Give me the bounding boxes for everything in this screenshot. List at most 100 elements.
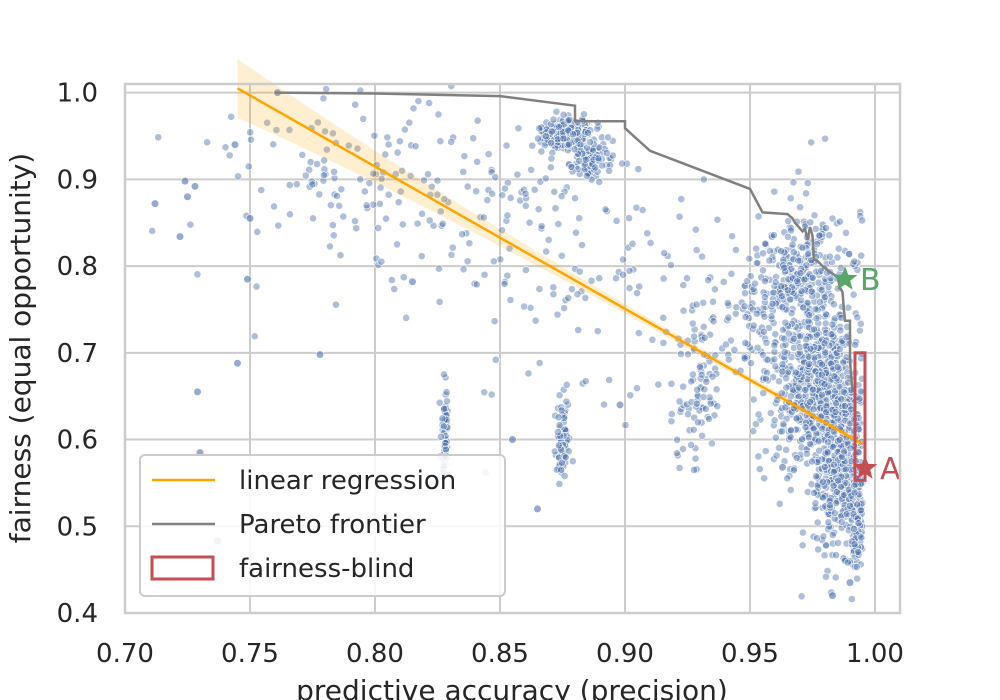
- scatter-point: [799, 528, 807, 537]
- scatter-point: [562, 397, 571, 406]
- scatter-point: [700, 333, 709, 342]
- scatter-point: [612, 216, 621, 225]
- scatter-point: [409, 104, 418, 113]
- scatter-point: [813, 376, 822, 385]
- scatter-point: [443, 397, 451, 406]
- scatter-point: [395, 137, 404, 146]
- scatter-point: [809, 424, 818, 433]
- scatter-point: [793, 277, 802, 286]
- scatter-point: [813, 481, 822, 490]
- scatter-point: [230, 140, 240, 149]
- scatter-point: [332, 192, 341, 201]
- scatter-point: [762, 338, 771, 347]
- scatter-point: [605, 376, 614, 384]
- scatter-point: [458, 230, 467, 239]
- scatter-point: [520, 302, 528, 311]
- scatter-point: [853, 313, 862, 322]
- scatter-point: [405, 118, 414, 127]
- scatter-point: [598, 133, 606, 142]
- scatter-point: [544, 235, 553, 244]
- scatter-point: [336, 251, 345, 260]
- scatter-point: [771, 433, 780, 442]
- scatter-point: [795, 348, 804, 357]
- scatter-point: [783, 286, 792, 295]
- scatter-point: [810, 325, 818, 334]
- scatter-point: [704, 276, 713, 285]
- scatter-point: [568, 285, 576, 294]
- scatter-point: [747, 359, 755, 368]
- scatter-point: [484, 150, 493, 159]
- scatter-point: [517, 188, 526, 197]
- scatter-point: [760, 474, 769, 483]
- scatter-point: [398, 220, 407, 229]
- scatter-point: [775, 302, 784, 311]
- x-tick-label: 1.00: [846, 639, 904, 669]
- scatter-point: [418, 209, 426, 218]
- scatter-point: [625, 214, 633, 223]
- scatter-point: [755, 465, 764, 473]
- scatter-point: [820, 380, 829, 389]
- scatter-point: [794, 256, 803, 265]
- scatter-point: [780, 348, 789, 356]
- y-tick-label: 0.4: [57, 599, 98, 629]
- scatter-point: [584, 128, 592, 137]
- scatter-point: [801, 423, 810, 432]
- scatter-point: [527, 165, 536, 174]
- scatter-point: [643, 229, 652, 238]
- scatter-point: [320, 165, 329, 174]
- scatter-point: [435, 398, 444, 407]
- x-tick-label: 0.80: [346, 639, 404, 669]
- scatter-point: [838, 402, 847, 411]
- scatter-point: [849, 259, 857, 268]
- scatter-point: [659, 313, 668, 322]
- scatter-point: [447, 251, 456, 259]
- scatter-point: [490, 317, 499, 326]
- scatter-point: [794, 383, 803, 392]
- scatter-point: [792, 414, 801, 423]
- scatter-point: [193, 387, 202, 396]
- scatter-point: [822, 541, 830, 550]
- scatter-point: [740, 354, 749, 363]
- scatter-point: [812, 314, 821, 323]
- scatter-point: [824, 381, 833, 390]
- pareto-frontier: [274, 91, 854, 392]
- point-a-star: [852, 455, 878, 479]
- scatter-point: [561, 296, 570, 304]
- scatter-point: [546, 120, 555, 128]
- scatter-point: [690, 466, 698, 474]
- scatter-point: [581, 294, 590, 302]
- scatter-point: [831, 408, 840, 416]
- scatter-point: [537, 222, 546, 231]
- scatter-point: [562, 183, 571, 192]
- scatter-point: [427, 182, 436, 191]
- scatter-point: [473, 157, 482, 166]
- scatter-point: [320, 171, 328, 180]
- scatter-point: [802, 241, 811, 250]
- scatter-point: [829, 481, 838, 490]
- scatter-point: [448, 243, 457, 252]
- scatter-point: [447, 138, 456, 146]
- scatter-point: [390, 285, 399, 293]
- scatter-point: [580, 110, 588, 119]
- scatter-point: [824, 438, 832, 447]
- scatter-point: [780, 356, 789, 365]
- scatter-point: [800, 275, 809, 284]
- scatter-point: [761, 277, 769, 286]
- scatter-point: [804, 317, 813, 326]
- scatter-point: [679, 306, 688, 315]
- x-tick-labels: 0.70 0.75 0.80 0.85 0.90 0.95 1.00: [96, 639, 904, 669]
- scatter-point: [723, 316, 732, 325]
- scatter-point: [619, 255, 627, 264]
- scatter-point: [856, 387, 865, 396]
- scatter-point: [560, 187, 569, 196]
- scatter-point: [547, 154, 556, 163]
- scatter-point: [759, 288, 768, 297]
- scatter-point: [554, 220, 563, 228]
- scatter-point: [322, 85, 331, 94]
- scatter-point: [408, 277, 417, 286]
- scatter-point: [586, 138, 594, 147]
- scatter-point: [805, 323, 813, 332]
- scatter-point: [724, 313, 733, 322]
- point-a-label: A: [880, 452, 901, 487]
- scatter-point: [699, 298, 708, 307]
